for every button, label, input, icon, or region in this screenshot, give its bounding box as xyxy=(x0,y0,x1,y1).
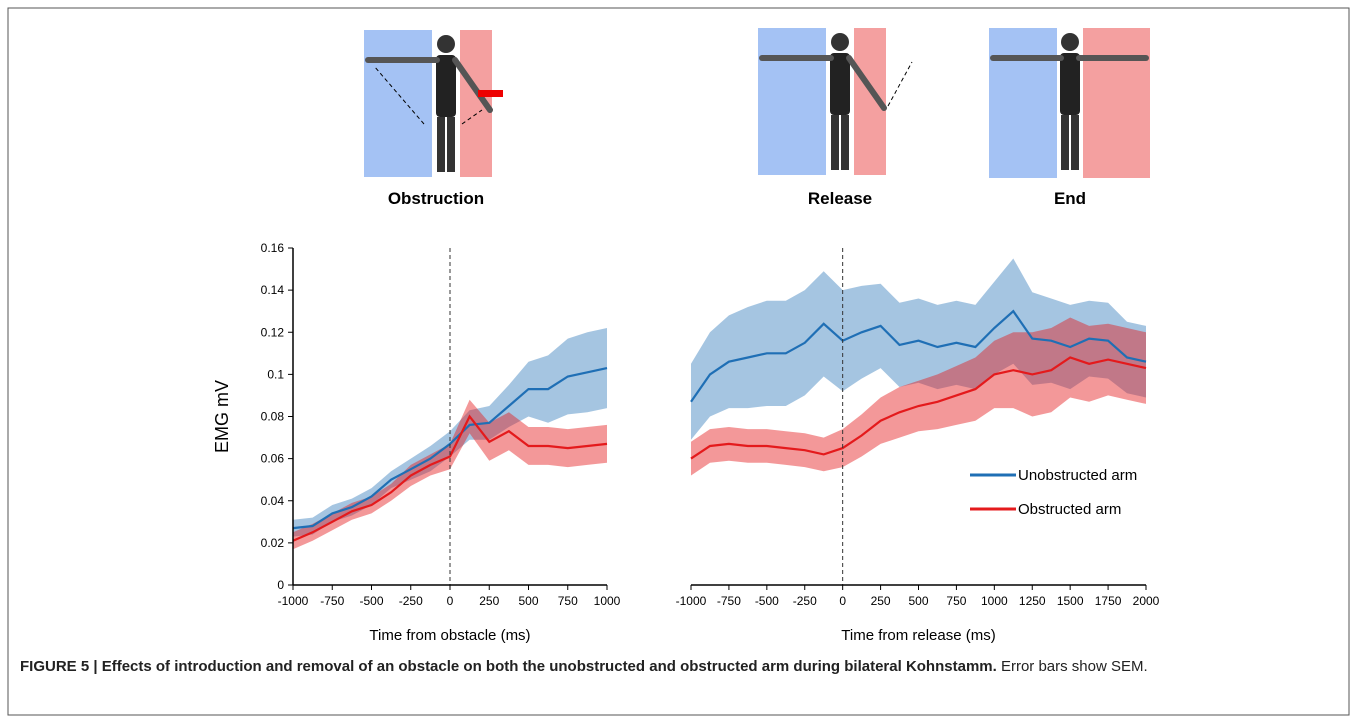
error-band xyxy=(691,258,1146,440)
x-tick-label: 250 xyxy=(871,594,891,608)
x-tick-label: -500 xyxy=(359,594,383,608)
y-axis-label: EMG mV xyxy=(212,380,232,453)
y-tick-label: 0.06 xyxy=(261,452,285,466)
x-axis-label: Time from release (ms) xyxy=(841,627,995,644)
y-tick-label: 0.02 xyxy=(261,536,285,550)
series-line xyxy=(292,414,608,542)
x-tick-label: 2000 xyxy=(1133,594,1160,608)
caption-label: FIGURE 5 | Effects of introduction and r… xyxy=(20,658,997,675)
x-tick-label: 750 xyxy=(946,594,966,608)
panel-label: Obstruction xyxy=(388,189,484,208)
x-tick-label: -500 xyxy=(755,594,779,608)
x-tick-label: -1000 xyxy=(278,594,309,608)
x-tick-label: -250 xyxy=(793,594,817,608)
illustration-release xyxy=(758,28,913,175)
x-tick-label: 1250 xyxy=(1019,594,1046,608)
caption: FIGURE 5 | Effects of introduction and r… xyxy=(20,656,1340,678)
x-tick-label: 250 xyxy=(479,594,499,608)
x-axis-label: Time from obstacle (ms) xyxy=(369,627,530,644)
y-tick-label: 0 xyxy=(277,578,284,592)
error-band xyxy=(691,317,1146,476)
series-line xyxy=(690,309,1147,403)
error-band xyxy=(293,399,607,550)
x-tick-label: 500 xyxy=(908,594,928,608)
illustration-end xyxy=(989,28,1150,178)
x-tick-label: -250 xyxy=(399,594,423,608)
x-tick-label: 1500 xyxy=(1057,594,1084,608)
legend-label: Obstructed arm xyxy=(1018,501,1121,518)
y-tick-label: 0.04 xyxy=(261,494,285,508)
y-tick-label: 0.1 xyxy=(267,367,284,381)
panel-label: End xyxy=(1054,189,1086,208)
x-tick-label: 750 xyxy=(558,594,578,608)
x-tick-label: 1750 xyxy=(1095,594,1122,608)
series-line xyxy=(690,356,1147,460)
y-tick-label: 0.08 xyxy=(261,410,285,424)
figure-frame xyxy=(7,7,1350,716)
x-tick-label: 500 xyxy=(518,594,538,608)
illustration-obstruction xyxy=(364,30,503,177)
caption-text: Error bars show SEM. xyxy=(1000,658,1148,675)
panel-label: Release xyxy=(808,189,872,208)
y-tick-label: 0.16 xyxy=(261,241,285,255)
x-tick-label: -1000 xyxy=(676,594,707,608)
legend-label: Unobstructed arm xyxy=(1018,467,1137,484)
x-tick-label: 1000 xyxy=(981,594,1008,608)
x-tick-label: -750 xyxy=(717,594,741,608)
y-tick-label: 0.14 xyxy=(261,283,285,297)
x-tick-label: 0 xyxy=(447,594,454,608)
x-tick-label: -750 xyxy=(320,594,344,608)
series-line xyxy=(292,367,608,530)
x-tick-label: 1000 xyxy=(594,594,621,608)
y-tick-label: 0.12 xyxy=(261,325,285,339)
x-tick-label: 0 xyxy=(839,594,846,608)
